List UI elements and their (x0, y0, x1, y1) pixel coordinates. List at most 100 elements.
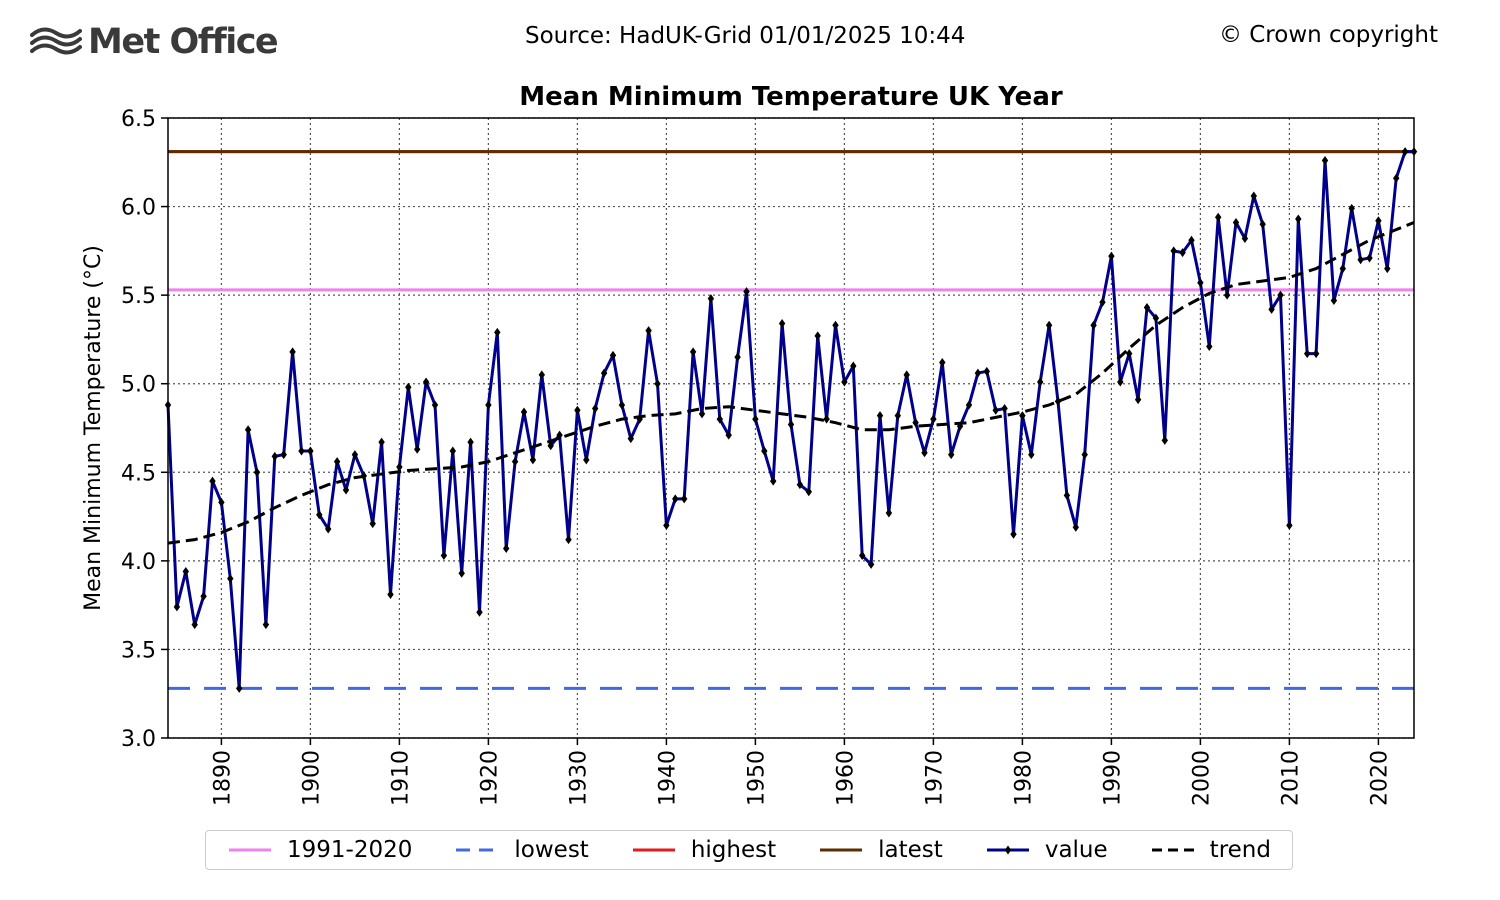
value-point (253, 467, 261, 477)
value-point (725, 430, 732, 440)
value-point (894, 411, 901, 421)
x-tick-label: 1990 (1100, 750, 1125, 806)
value-point (974, 368, 982, 378)
value-point (1117, 377, 1124, 387)
value-point (440, 551, 448, 561)
value-point (1348, 203, 1355, 213)
value-point (1321, 156, 1329, 166)
legend-label: 1991-2020 (287, 837, 413, 863)
value-point (1161, 435, 1168, 445)
value-point (770, 476, 777, 486)
legend-swatch (1151, 848, 1194, 852)
value-point (1232, 218, 1240, 228)
value-point (449, 446, 456, 456)
trend-series-line (167, 221, 1415, 545)
value-point (414, 444, 421, 454)
y-tick-label: 5.0 (121, 373, 156, 398)
legend-label: latest (878, 837, 943, 863)
value-point (948, 450, 955, 460)
value-point (1259, 219, 1266, 229)
x-tick-label: 2020 (1367, 750, 1392, 806)
legend-item-lowest: lowest (454, 837, 589, 863)
value-point (289, 347, 296, 357)
value-point (511, 457, 519, 467)
value-point (983, 366, 990, 376)
value-point (227, 574, 234, 584)
value-point (583, 455, 590, 465)
waves-icon (30, 27, 82, 55)
legend-label: highest (690, 837, 777, 863)
value-point (636, 414, 643, 424)
value-point (1170, 246, 1177, 256)
value-point (663, 520, 670, 530)
y-axis-label: Mean Minimum Temperature (°C) (81, 245, 106, 611)
brand-name: Met Office (88, 22, 279, 62)
source-text: Source: HadUK-Grid 01/01/2025 10:44 (525, 23, 966, 49)
value-point (1081, 450, 1088, 460)
chart-legend: 1991-2020 lowest highest latest value trend (205, 830, 1293, 870)
value-point (396, 462, 403, 472)
value-point (1108, 251, 1115, 261)
value-point (1134, 395, 1142, 405)
x-tick-label: 1950 (744, 750, 769, 806)
y-tick-label: 4.5 (121, 461, 156, 486)
legend-swatch (229, 848, 271, 852)
value-point (1143, 303, 1151, 313)
legend-swatch (820, 848, 863, 852)
value-point (494, 327, 501, 337)
value-point (876, 411, 884, 421)
value-point (1179, 248, 1186, 258)
value-point (743, 287, 750, 297)
value-point (1312, 349, 1320, 359)
value-point (814, 331, 821, 341)
value-point (387, 590, 394, 600)
value-point (752, 414, 759, 424)
value-point (458, 568, 465, 578)
x-tick-label: 1890 (210, 750, 235, 806)
value-point (325, 524, 332, 534)
value-point (422, 377, 430, 387)
value-point (1197, 278, 1204, 288)
value-point (761, 446, 768, 456)
value-point (1152, 313, 1160, 323)
value-point (645, 326, 652, 336)
value-point (342, 485, 350, 495)
x-tick-label: 1970 (922, 750, 947, 806)
value-point (1295, 214, 1302, 224)
value-point (654, 379, 661, 389)
legend-item-highest: highest (631, 837, 776, 863)
value-point (298, 446, 305, 456)
y-tick-label: 3.0 (121, 727, 156, 752)
value-point (1304, 349, 1311, 359)
chart-title: Mean Minimum Temperature UK Year (519, 82, 1063, 112)
value-point (778, 318, 786, 328)
x-tick-label: 2010 (1278, 750, 1303, 806)
value-point (520, 407, 528, 417)
value-point (1045, 320, 1053, 330)
value-point (200, 591, 207, 601)
legend-swatch (986, 845, 1029, 855)
y-tick-label: 5.5 (121, 284, 156, 309)
value-point (716, 414, 723, 424)
met-office-logo: Met Office (30, 22, 279, 62)
value-point (992, 405, 999, 415)
x-tick-label: 1960 (833, 750, 858, 806)
value-point (1401, 147, 1409, 157)
x-tick-label: 1940 (655, 750, 680, 806)
x-tick-label: 1910 (388, 750, 413, 806)
y-tick-label: 3.5 (121, 638, 156, 663)
value-point (1250, 191, 1257, 201)
value-point (823, 414, 830, 424)
value-point (867, 559, 875, 569)
value-point (921, 448, 928, 458)
value-point (244, 425, 252, 435)
value-point (965, 400, 973, 410)
value-point (1072, 522, 1079, 532)
value-point (618, 400, 626, 410)
value-point (796, 480, 804, 490)
value-point (1375, 216, 1382, 226)
value-point (280, 450, 287, 460)
value-point (930, 414, 937, 424)
value-point (1223, 290, 1231, 300)
